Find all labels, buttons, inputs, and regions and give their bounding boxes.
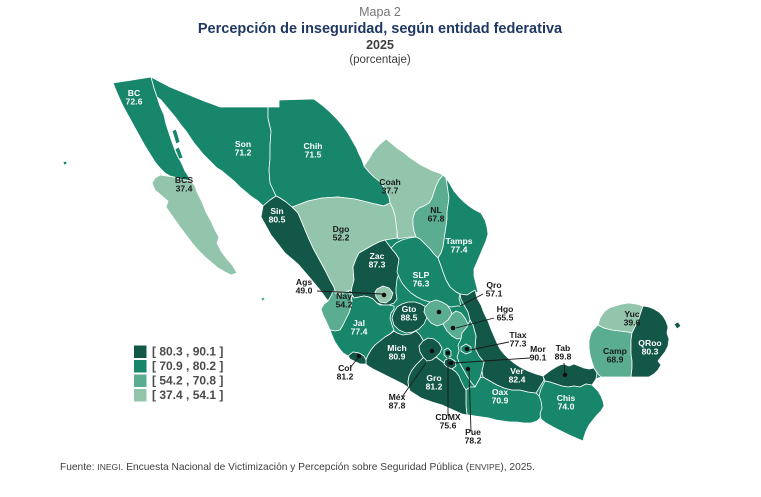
svg-text:Coah: Coah xyxy=(379,177,400,187)
svg-text:Yuc: Yuc xyxy=(624,309,640,319)
svg-text:52.2: 52.2 xyxy=(333,233,350,243)
svg-text:Col: Col xyxy=(338,363,352,373)
svg-text:76.3: 76.3 xyxy=(413,279,430,289)
svg-text:NL: NL xyxy=(430,205,441,215)
svg-text:77.4: 77.4 xyxy=(351,327,368,337)
svg-text:Chih: Chih xyxy=(303,141,322,151)
svg-text:81.2: 81.2 xyxy=(337,372,354,382)
svg-text:Jal: Jal xyxy=(353,318,365,328)
svg-text:Tab: Tab xyxy=(556,343,571,353)
svg-text:SLP: SLP xyxy=(413,270,430,280)
svg-text:67.8: 67.8 xyxy=(428,214,445,224)
svg-text:QRoo: QRoo xyxy=(638,338,661,348)
svg-text:89.8: 89.8 xyxy=(555,352,572,362)
svg-text:80.9: 80.9 xyxy=(389,352,406,362)
svg-text:Gro: Gro xyxy=(426,373,441,383)
svg-text:[ 80.3 , 90.1 ]: [ 80.3 , 90.1 ] xyxy=(152,345,223,359)
svg-text:Zac: Zac xyxy=(370,251,385,261)
svg-text:Pue: Pue xyxy=(465,427,481,437)
svg-text:Gto: Gto xyxy=(402,304,417,314)
svg-text:2025: 2025 xyxy=(366,38,394,52)
svg-text:39.6: 39.6 xyxy=(624,318,641,328)
svg-text:Ags: Ags xyxy=(296,277,312,287)
svg-text:[ 70.9 , 80.2 ]: [ 70.9 , 80.2 ] xyxy=(152,359,223,373)
svg-text:BCS: BCS xyxy=(175,175,193,185)
svg-text:88.5: 88.5 xyxy=(401,313,418,323)
svg-text:Mapa 2: Mapa 2 xyxy=(359,5,401,19)
svg-text:80.3: 80.3 xyxy=(642,347,659,357)
svg-text:75.6: 75.6 xyxy=(440,421,457,431)
svg-text:57.1: 57.1 xyxy=(486,289,503,299)
svg-text:54.2: 54.2 xyxy=(336,300,353,310)
svg-text:72.6: 72.6 xyxy=(126,97,143,107)
svg-text:Chis: Chis xyxy=(557,393,576,403)
svg-text:90.1: 90.1 xyxy=(530,353,547,363)
svg-text:37.7: 37.7 xyxy=(382,186,399,196)
svg-text:87.8: 87.8 xyxy=(389,401,406,411)
svg-text:71.5: 71.5 xyxy=(305,150,322,160)
svg-text:78.2: 78.2 xyxy=(465,436,482,446)
svg-text:Mor: Mor xyxy=(530,344,546,354)
svg-text:82.4: 82.4 xyxy=(509,375,526,385)
svg-text:(porcentaje): (porcentaje) xyxy=(349,54,411,66)
svg-text:BC: BC xyxy=(128,88,140,98)
svg-text:Fuente: INEGI. Encuesta Nacion: Fuente: INEGI. Encuesta Nacional de Vict… xyxy=(60,462,535,473)
svg-text:Sin: Sin xyxy=(270,206,283,216)
svg-text:87.3: 87.3 xyxy=(369,260,386,270)
svg-text:Nay: Nay xyxy=(336,291,352,301)
svg-text:Tamps: Tamps xyxy=(445,236,472,246)
svg-text:77.4: 77.4 xyxy=(451,245,468,255)
svg-text:65.5: 65.5 xyxy=(497,313,514,323)
svg-text:Mich: Mich xyxy=(387,343,407,353)
svg-text:68.9: 68.9 xyxy=(607,355,624,365)
svg-text:Ver: Ver xyxy=(510,366,524,376)
svg-text:49.0: 49.0 xyxy=(296,286,313,296)
svg-text:70.9: 70.9 xyxy=(492,396,509,406)
svg-text:[ 54.2 , 70.8 ]: [ 54.2 , 70.8 ] xyxy=(152,374,223,388)
svg-text:77.3: 77.3 xyxy=(510,339,527,349)
svg-text:81.2: 81.2 xyxy=(426,382,443,392)
svg-text:Percepción de inseguridad, seg: Percepción de inseguridad, según entidad… xyxy=(198,21,563,37)
svg-text:Son: Son xyxy=(235,139,251,149)
svg-text:Tlax: Tlax xyxy=(509,330,526,340)
svg-text:Méx: Méx xyxy=(389,392,406,402)
svg-text:Qro: Qro xyxy=(486,280,501,290)
svg-text:[ 37.4 , 54.1 ]: [ 37.4 , 54.1 ] xyxy=(152,388,223,402)
svg-text:71.2: 71.2 xyxy=(235,148,252,158)
svg-text:Camp: Camp xyxy=(603,346,627,356)
svg-text:Hgo: Hgo xyxy=(497,304,514,314)
svg-text:37.4: 37.4 xyxy=(176,184,193,194)
svg-text:Oax: Oax xyxy=(492,387,508,397)
svg-text:CDMX: CDMX xyxy=(435,412,461,422)
svg-text:74.0: 74.0 xyxy=(558,402,575,412)
svg-text:80.5: 80.5 xyxy=(269,215,286,225)
svg-text:Dgo: Dgo xyxy=(333,224,350,234)
